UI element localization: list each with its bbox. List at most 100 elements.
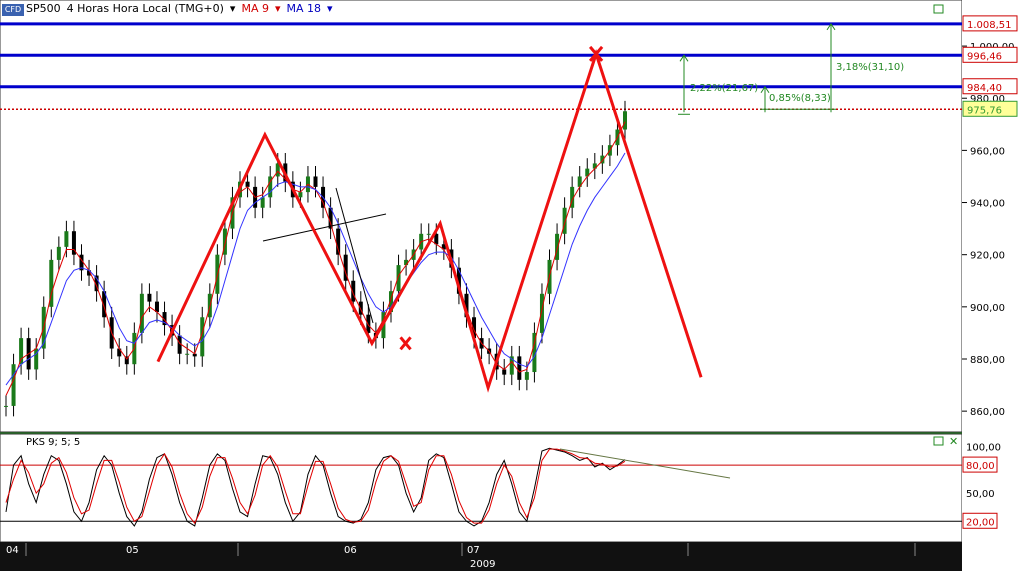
symbol-label[interactable]: SP500 [26, 2, 61, 15]
candle-body [562, 207, 567, 234]
price-level-box [962, 100, 1018, 117]
timeframe-label[interactable]: 4 Horas Hora Local (TMG+0) [66, 2, 224, 15]
price-level-label: 1.008,51 [967, 20, 1012, 31]
time-axis-bar [0, 542, 962, 556]
annotation-label: 2,22%(21,67) [690, 83, 758, 94]
trendline-neckline [262, 213, 387, 242]
candle-body [313, 176, 318, 187]
y-tick-label: 860,00 [970, 407, 1005, 418]
candle-body [117, 348, 122, 357]
annotation-label: 0,85%(8,33) [769, 93, 831, 104]
price-level-label: 996,46 [967, 51, 1002, 62]
candle-body [268, 176, 273, 198]
dropdown-arrow-icon[interactable]: ▾ [327, 2, 333, 15]
x-tick-label: 06 [344, 545, 357, 556]
candle-body [102, 291, 107, 318]
candle-body [441, 244, 446, 250]
candle-body [222, 228, 227, 255]
candle-body [87, 270, 92, 276]
osc-level-box [962, 456, 998, 473]
candle-body [524, 372, 529, 380]
candle-body [162, 312, 167, 326]
year-axis-bar [0, 556, 962, 571]
trendline-down [335, 187, 374, 324]
x-mark-icon [399, 336, 412, 351]
candle-body [275, 163, 280, 177]
candle-body [502, 369, 507, 375]
arrow-head-icon [760, 85, 770, 94]
x-tick-label: 07 [467, 545, 480, 556]
candle-body [539, 293, 544, 333]
dropdown-arrow-icon[interactable]: ▾ [274, 2, 281, 15]
candle-body [585, 168, 590, 177]
oscillator-panel [0, 433, 963, 543]
candle-body [532, 332, 537, 373]
candle-body [200, 317, 205, 357]
candle-body [336, 228, 341, 255]
osc-level-label: 20,00 [966, 517, 995, 528]
x-mark-icon [588, 45, 604, 62]
y-tick-label: 980,00 [970, 94, 1005, 105]
y-tick-label: 920,00 [970, 251, 1005, 262]
candle-body [56, 246, 61, 260]
candle-body [4, 405, 8, 407]
x-tick-label: 05 [126, 545, 139, 556]
osc-divergence-line [559, 448, 731, 479]
candle-body [11, 364, 16, 406]
price-axis [962, 0, 1019, 571]
dropdown-arrow-icon[interactable]: ▾ [229, 2, 236, 15]
candle-body [177, 335, 182, 354]
osc-tick-label: 100,00 [966, 442, 1001, 453]
osc-tick-label: 50,00 [966, 489, 995, 500]
close-icon: ✕ [949, 435, 958, 448]
candle-body [19, 338, 24, 365]
osc-d-line [5, 448, 626, 525]
candle-body [94, 275, 99, 292]
y-tick-label: 900,00 [970, 303, 1005, 314]
candle-body [260, 197, 265, 208]
oscillator-label[interactable]: PKS 9; 5; 5 [26, 437, 81, 448]
osc-level-box [962, 512, 998, 529]
price-level-box [962, 15, 1018, 32]
candle-body [34, 348, 39, 370]
candle-body [139, 293, 144, 333]
x-tick-label: 04 [6, 545, 19, 556]
candle-body [298, 192, 303, 198]
candle-body [426, 233, 431, 235]
candle-body [358, 301, 363, 315]
candle-body [434, 233, 439, 245]
candle-body [49, 259, 54, 307]
candle-body [404, 259, 409, 266]
candle-body [456, 267, 461, 294]
candle-body [124, 356, 129, 365]
y-tick-label: 960,00 [970, 146, 1005, 157]
candle-body [245, 181, 250, 187]
cfd-logo: CFD [2, 4, 24, 16]
candle-body [79, 254, 84, 271]
ma18-line [5, 152, 626, 386]
maximize-icon [933, 4, 944, 14]
candle-body [192, 353, 197, 357]
candle-body [396, 265, 401, 292]
ma18-label[interactable]: MA 18 [286, 2, 322, 15]
candle-body [388, 291, 393, 313]
arrow-head-icon [679, 54, 689, 62]
candle-body [517, 356, 522, 380]
candle-body [71, 231, 76, 255]
candle-body [147, 293, 152, 302]
candle-body [592, 163, 597, 169]
price-level-label: 975,76 [967, 105, 1002, 116]
candle-body [328, 207, 333, 229]
candle-body [570, 186, 575, 208]
osc-k-line [5, 447, 626, 527]
candle-body [555, 233, 560, 260]
price-level-box [962, 78, 1018, 95]
candle-body [351, 280, 356, 302]
price-level-label: 984,40 [967, 83, 1002, 94]
maximize-icon [933, 436, 944, 446]
annotation-label: 3,18%(31,10) [836, 62, 904, 73]
ma9-label[interactable]: MA 9 [241, 2, 269, 15]
candle-body [154, 301, 159, 313]
candle-body [464, 293, 469, 318]
